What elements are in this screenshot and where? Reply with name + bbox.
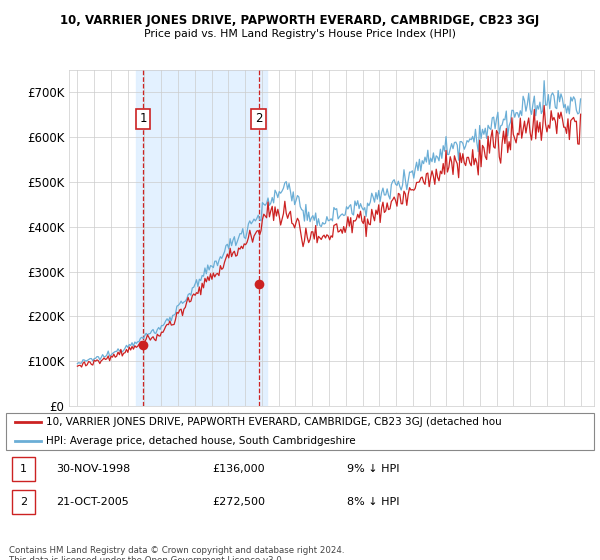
FancyBboxPatch shape	[6, 413, 594, 450]
Text: 10, VARRIER JONES DRIVE, PAPWORTH EVERARD, CAMBRIDGE, CB23 3GJ (detached hou: 10, VARRIER JONES DRIVE, PAPWORTH EVERAR…	[46, 417, 502, 427]
Text: Price paid vs. HM Land Registry's House Price Index (HPI): Price paid vs. HM Land Registry's House …	[144, 29, 456, 39]
Text: 2: 2	[20, 497, 27, 507]
Text: 2: 2	[255, 112, 262, 125]
Text: 9% ↓ HPI: 9% ↓ HPI	[347, 464, 400, 474]
Bar	[136, 70, 267, 406]
Text: 1: 1	[20, 464, 27, 474]
Text: 8% ↓ HPI: 8% ↓ HPI	[347, 497, 400, 507]
FancyBboxPatch shape	[12, 490, 35, 514]
Text: 30-NOV-1998: 30-NOV-1998	[56, 464, 130, 474]
Text: £272,500: £272,500	[212, 497, 265, 507]
FancyBboxPatch shape	[12, 457, 35, 482]
Text: 1: 1	[139, 112, 147, 125]
Text: 10, VARRIER JONES DRIVE, PAPWORTH EVERARD, CAMBRIDGE, CB23 3GJ: 10, VARRIER JONES DRIVE, PAPWORTH EVERAR…	[61, 14, 539, 27]
Text: Contains HM Land Registry data © Crown copyright and database right 2024.
This d: Contains HM Land Registry data © Crown c…	[9, 546, 344, 560]
Text: HPI: Average price, detached house, South Cambridgeshire: HPI: Average price, detached house, Sout…	[46, 436, 356, 446]
Text: 21-OCT-2005: 21-OCT-2005	[56, 497, 129, 507]
Text: £136,000: £136,000	[212, 464, 265, 474]
